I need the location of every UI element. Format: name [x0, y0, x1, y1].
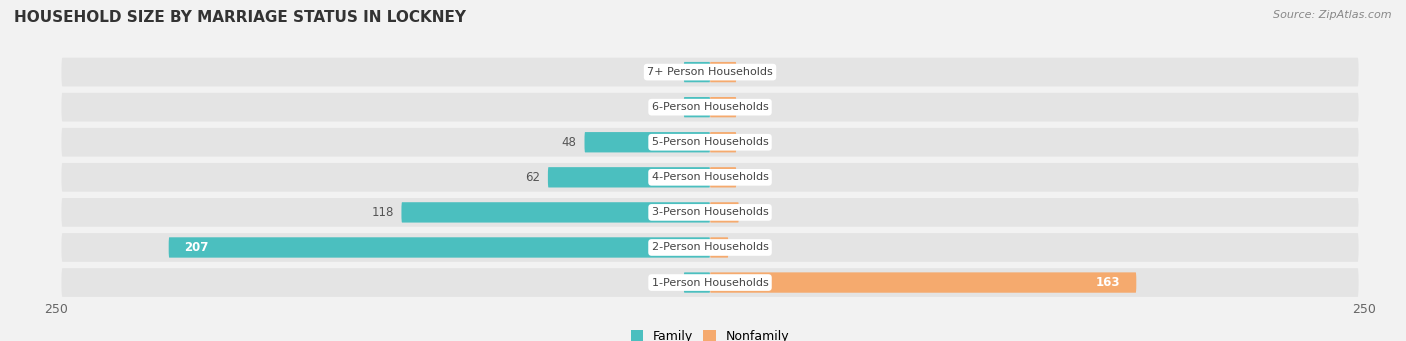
- Text: 48: 48: [562, 136, 576, 149]
- Text: 163: 163: [1097, 276, 1121, 289]
- Text: 6-Person Households: 6-Person Households: [651, 102, 769, 112]
- Text: 62: 62: [524, 171, 540, 184]
- FancyBboxPatch shape: [62, 233, 1358, 262]
- FancyBboxPatch shape: [62, 58, 1358, 87]
- FancyBboxPatch shape: [683, 62, 710, 82]
- FancyBboxPatch shape: [62, 163, 1358, 192]
- FancyBboxPatch shape: [710, 167, 737, 188]
- FancyBboxPatch shape: [62, 128, 1358, 157]
- FancyBboxPatch shape: [683, 97, 710, 117]
- FancyBboxPatch shape: [402, 202, 710, 223]
- FancyBboxPatch shape: [710, 62, 737, 82]
- Text: 0: 0: [744, 101, 751, 114]
- Text: 2-Person Households: 2-Person Households: [651, 242, 769, 252]
- Text: 4-Person Households: 4-Person Households: [651, 172, 769, 182]
- Text: 118: 118: [371, 206, 394, 219]
- Text: 11: 11: [747, 206, 762, 219]
- Text: 0: 0: [744, 171, 751, 184]
- FancyBboxPatch shape: [62, 268, 1358, 297]
- Text: Source: ZipAtlas.com: Source: ZipAtlas.com: [1274, 10, 1392, 20]
- Text: 7: 7: [737, 241, 744, 254]
- FancyBboxPatch shape: [548, 167, 710, 188]
- FancyBboxPatch shape: [710, 97, 737, 117]
- Legend: Family, Nonfamily: Family, Nonfamily: [626, 325, 794, 341]
- Text: 207: 207: [184, 241, 208, 254]
- FancyBboxPatch shape: [710, 202, 738, 223]
- Text: 1-Person Households: 1-Person Households: [651, 278, 769, 287]
- FancyBboxPatch shape: [62, 93, 1358, 121]
- Text: 5-Person Households: 5-Person Households: [651, 137, 769, 147]
- Text: 0: 0: [669, 101, 676, 114]
- FancyBboxPatch shape: [683, 272, 710, 293]
- Text: 0: 0: [744, 136, 751, 149]
- Text: 0: 0: [669, 276, 676, 289]
- FancyBboxPatch shape: [169, 237, 710, 258]
- FancyBboxPatch shape: [710, 272, 1136, 293]
- FancyBboxPatch shape: [585, 132, 710, 152]
- FancyBboxPatch shape: [710, 237, 728, 258]
- Text: 7+ Person Households: 7+ Person Households: [647, 67, 773, 77]
- FancyBboxPatch shape: [62, 198, 1358, 227]
- FancyBboxPatch shape: [710, 132, 737, 152]
- Text: 3-Person Households: 3-Person Households: [651, 207, 769, 218]
- Text: 0: 0: [669, 65, 676, 78]
- Text: 0: 0: [744, 65, 751, 78]
- Text: HOUSEHOLD SIZE BY MARRIAGE STATUS IN LOCKNEY: HOUSEHOLD SIZE BY MARRIAGE STATUS IN LOC…: [14, 10, 465, 25]
